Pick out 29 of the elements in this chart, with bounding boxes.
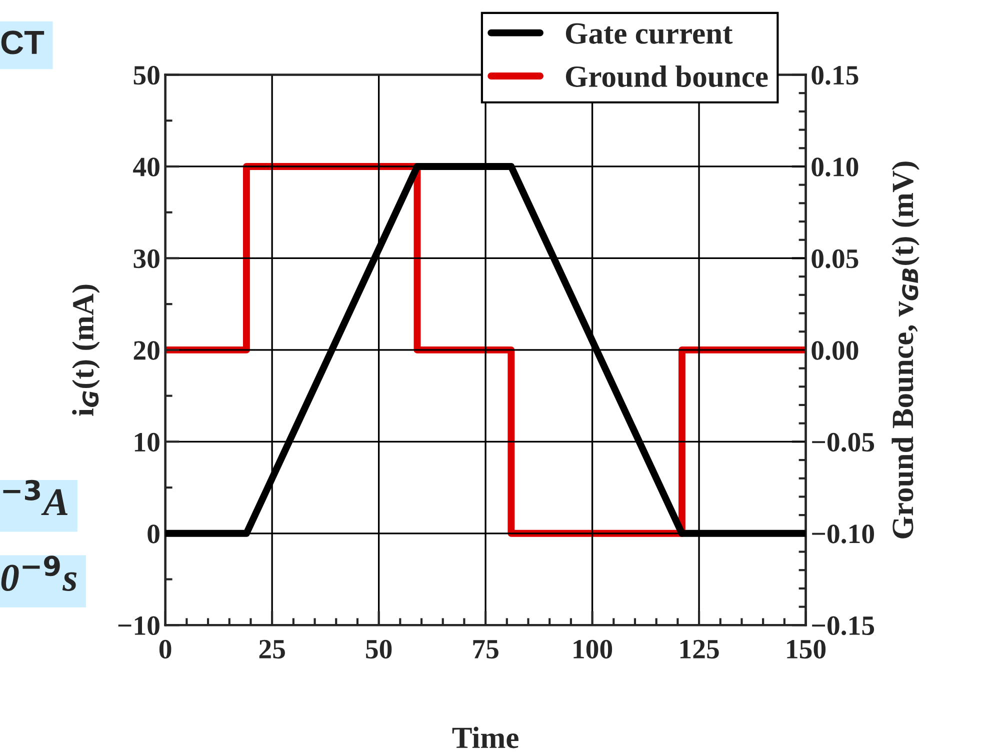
text: 0$^{−9}$s [1, 556, 77, 592]
y2-axis-title: Ground Bounce, v$_{GB}$(t) (mV) [892, 162, 920, 538]
legend-label: Ground bounce [566, 65, 768, 88]
y-tick-label: 50 [134, 66, 160, 85]
legend-label: Gate current [566, 23, 733, 44]
x-tick-label: 125 [680, 640, 719, 659]
y2-tick-label: 0.05 [812, 249, 858, 268]
x-axis-title: Time [452, 726, 518, 748]
x-tick-label: 75 [473, 640, 498, 659]
x-tick-label: 50 [366, 640, 392, 659]
y-axis-title: i$_{G}$(t) (mA) [72, 284, 100, 416]
y2-tick-label: 0.00 [812, 341, 858, 360]
x-tick-label: 150 [787, 640, 826, 659]
x-tick-label: 100 [574, 640, 612, 659]
y2-tick-label: −0.10 [812, 524, 874, 544]
y2-tick-label: −0.15 [812, 616, 874, 636]
y2-tick-label: 0.15 [812, 66, 858, 85]
x-tick-label: 25 [259, 640, 285, 659]
x-tick-label: 0 [159, 640, 172, 659]
y-tick-label: 10 [134, 432, 160, 452]
y-tick-label: 40 [133, 158, 160, 176]
y-tick-label: 30 [134, 249, 160, 268]
y-tick-label: 20 [134, 341, 160, 360]
text: $^{−3}$A [3, 480, 68, 515]
y2-tick-label: −0.05 [812, 432, 874, 452]
y-tick-label: 0 [148, 524, 160, 544]
y-tick-label: −10 [118, 616, 160, 636]
y2-tick-label: 0.10 [812, 158, 858, 177]
text: CT [1, 30, 44, 54]
